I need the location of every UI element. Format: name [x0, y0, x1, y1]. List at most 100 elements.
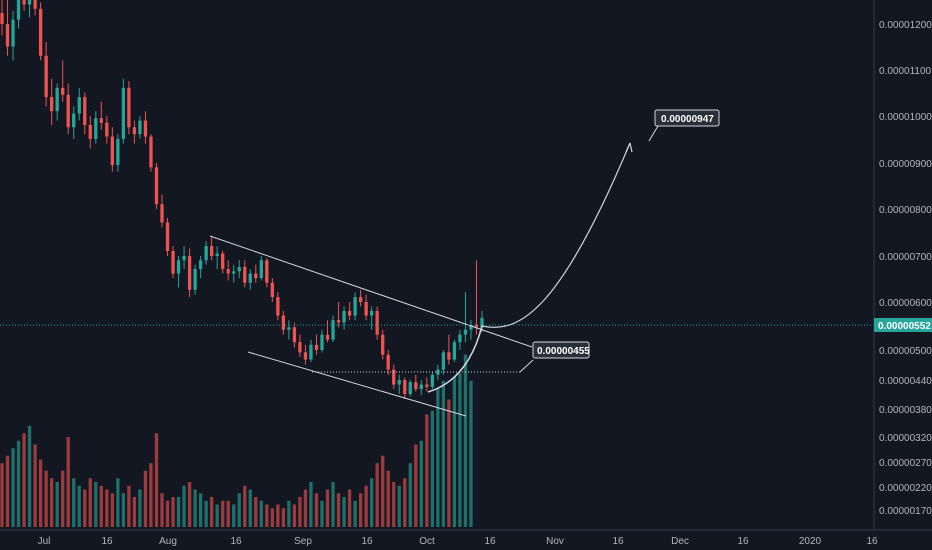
callout-box-support[interactable] [532, 341, 590, 359]
candle [132, 120, 137, 144]
candle [259, 256, 263, 281]
volume-bar [303, 489, 308, 527]
volume-bar [132, 497, 137, 527]
candle [193, 264, 197, 295]
volume-bar [243, 485, 247, 527]
volume-bar [292, 504, 297, 527]
candle [187, 248, 192, 298]
volume-bar [116, 478, 120, 527]
volume-bar [436, 388, 440, 527]
price-tick-label: 0.00000700 [879, 252, 932, 263]
volume-bar [204, 500, 208, 527]
candle [298, 334, 302, 358]
candle [392, 364, 396, 390]
time-tick-label: 16 [101, 536, 113, 547]
candle [22, 0, 26, 11]
price-tick-label: 0.00000900 [879, 159, 932, 170]
price-tick-label: 0.00001000 [879, 112, 932, 123]
volume-bar [110, 493, 114, 527]
volume-bar [425, 414, 429, 527]
price-axis[interactable]: 0.00001200 0.00001100 0.00001000 0.00000900… [879, 20, 932, 517]
rounded-bottom-arc[interactable] [427, 325, 483, 393]
candle [364, 294, 368, 321]
candle [237, 260, 241, 279]
candle [248, 269, 252, 290]
volume-bar [309, 482, 313, 527]
candle [0, 0, 4, 36]
volume-bar [392, 482, 396, 527]
volume-bar [287, 500, 291, 527]
candle [94, 111, 98, 144]
callout-box-target[interactable] [654, 109, 720, 127]
volume-bar [298, 497, 302, 527]
time-tick-label: 2020 [799, 536, 822, 547]
volume-bar [55, 482, 59, 527]
volume-bar [342, 497, 346, 527]
volume-bar [259, 500, 263, 527]
volume-bar [176, 497, 181, 527]
candle [143, 111, 148, 144]
projection-curve[interactable] [481, 142, 631, 328]
candle [198, 256, 203, 279]
volume-bar [381, 455, 385, 527]
candle [160, 194, 164, 228]
price-tick-label: 0.00000270 [879, 458, 932, 469]
volume-bar [331, 482, 335, 527]
candle [386, 350, 390, 375]
time-tick-label: Jul [38, 536, 51, 547]
candle [425, 377, 429, 392]
candle [265, 258, 269, 288]
volume-bar [270, 508, 274, 527]
candle [55, 83, 59, 121]
volume-bar [171, 497, 175, 527]
channel-lower-line[interactable] [247, 351, 467, 417]
volume-bar [370, 478, 374, 527]
candle [221, 251, 225, 274]
volume-bar [77, 485, 81, 527]
candle [309, 339, 313, 363]
candle [419, 380, 423, 395]
time-tick-label: 16 [737, 536, 749, 547]
price-tick-label: 0.00001200 [879, 20, 932, 31]
candle [149, 134, 153, 172]
volume-bar [248, 489, 252, 527]
time-tick-label: 16 [230, 536, 242, 547]
candle [254, 264, 258, 283]
candle [171, 246, 175, 279]
candle [16, 0, 21, 29]
volume-bar [403, 478, 407, 527]
volume-bar [386, 470, 390, 527]
callout-text-target: 0.00000947 [661, 114, 714, 125]
candle [210, 236, 214, 261]
volume-bar [458, 373, 462, 527]
candle [370, 306, 374, 330]
candle [176, 256, 181, 288]
time-tick-label: Dec [671, 536, 689, 547]
candle [447, 334, 451, 365]
candle [358, 289, 363, 307]
candle [474, 260, 479, 335]
time-axis[interactable]: Jul 16 Aug 16 Sep 16 Oct 16 Nov 16 Dec 16 2020 16 [38, 536, 878, 547]
candle [72, 106, 76, 139]
candle [88, 116, 92, 149]
candle [116, 134, 120, 172]
volume-bar [5, 455, 10, 527]
candle [403, 377, 407, 399]
candle [336, 302, 341, 328]
price-tick-label: 0.00000600 [879, 298, 932, 309]
candle [375, 306, 379, 340]
time-tick-label: 16 [484, 536, 496, 547]
price-tick-label: 0.00000220 [879, 483, 932, 494]
candle [381, 329, 385, 360]
volume-bar [375, 463, 379, 527]
candle [458, 329, 462, 350]
channel-upper-line[interactable] [209, 235, 533, 348]
volume-bar [414, 444, 418, 527]
volume-bar [160, 493, 164, 527]
candle [303, 344, 308, 365]
time-tick-label: Sep [294, 536, 312, 547]
volume-bar [27, 425, 32, 527]
volume-bar [149, 463, 153, 527]
callout-pointer-support [519, 359, 534, 373]
